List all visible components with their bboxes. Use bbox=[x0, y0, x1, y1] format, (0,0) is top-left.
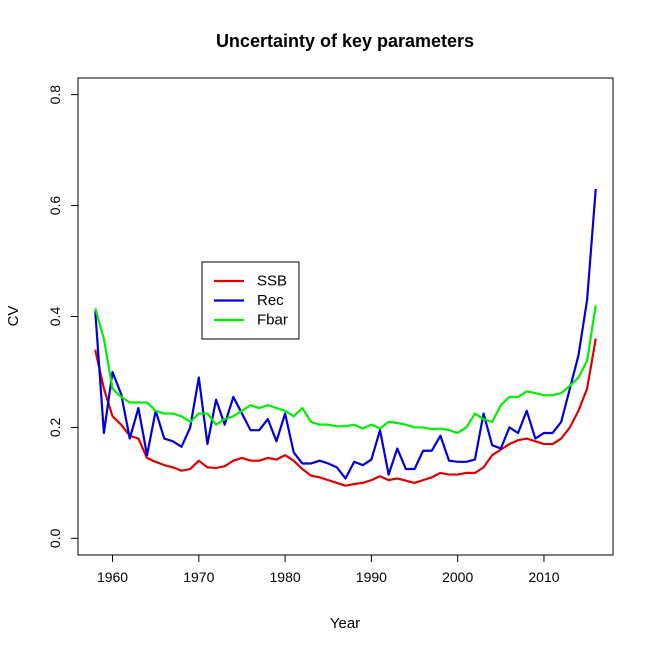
x-tick-label: 1990 bbox=[356, 569, 387, 585]
x-axis: 1960 1970 1980 1990 2000 2010 bbox=[97, 554, 560, 585]
series-line-ssb bbox=[94, 338, 597, 487]
y-tick-label: 0.6 bbox=[47, 196, 63, 216]
y-tick-label: 0.8 bbox=[47, 85, 63, 105]
series-lines bbox=[94, 188, 597, 487]
x-axis-label: Year bbox=[330, 615, 360, 632]
legend: SSB Rec Fbar bbox=[201, 261, 300, 340]
y-axis-label: CV bbox=[5, 306, 22, 327]
x-tick-label: 1970 bbox=[183, 569, 214, 585]
y-axis: 0.0 0.2 0.4 0.6 0.8 bbox=[47, 85, 79, 548]
legend-label-fbar: Fbar bbox=[257, 312, 288, 329]
series-line-rec bbox=[94, 188, 597, 480]
x-tick-label: 1960 bbox=[97, 569, 128, 585]
legend-label-ssb: SSB bbox=[257, 273, 287, 290]
x-tick-label: 2000 bbox=[442, 569, 473, 585]
x-tick-label: 2010 bbox=[528, 569, 559, 585]
y-tick-label: 0.4 bbox=[47, 307, 63, 327]
series-line-fbar bbox=[94, 305, 597, 435]
y-tick-label: 0.0 bbox=[47, 528, 63, 548]
chart-title: Uncertainty of key parameters bbox=[216, 31, 474, 51]
y-tick-label: 0.2 bbox=[47, 417, 63, 437]
legend-label-rec: Rec bbox=[257, 292, 284, 309]
x-tick-label: 1980 bbox=[270, 569, 301, 585]
